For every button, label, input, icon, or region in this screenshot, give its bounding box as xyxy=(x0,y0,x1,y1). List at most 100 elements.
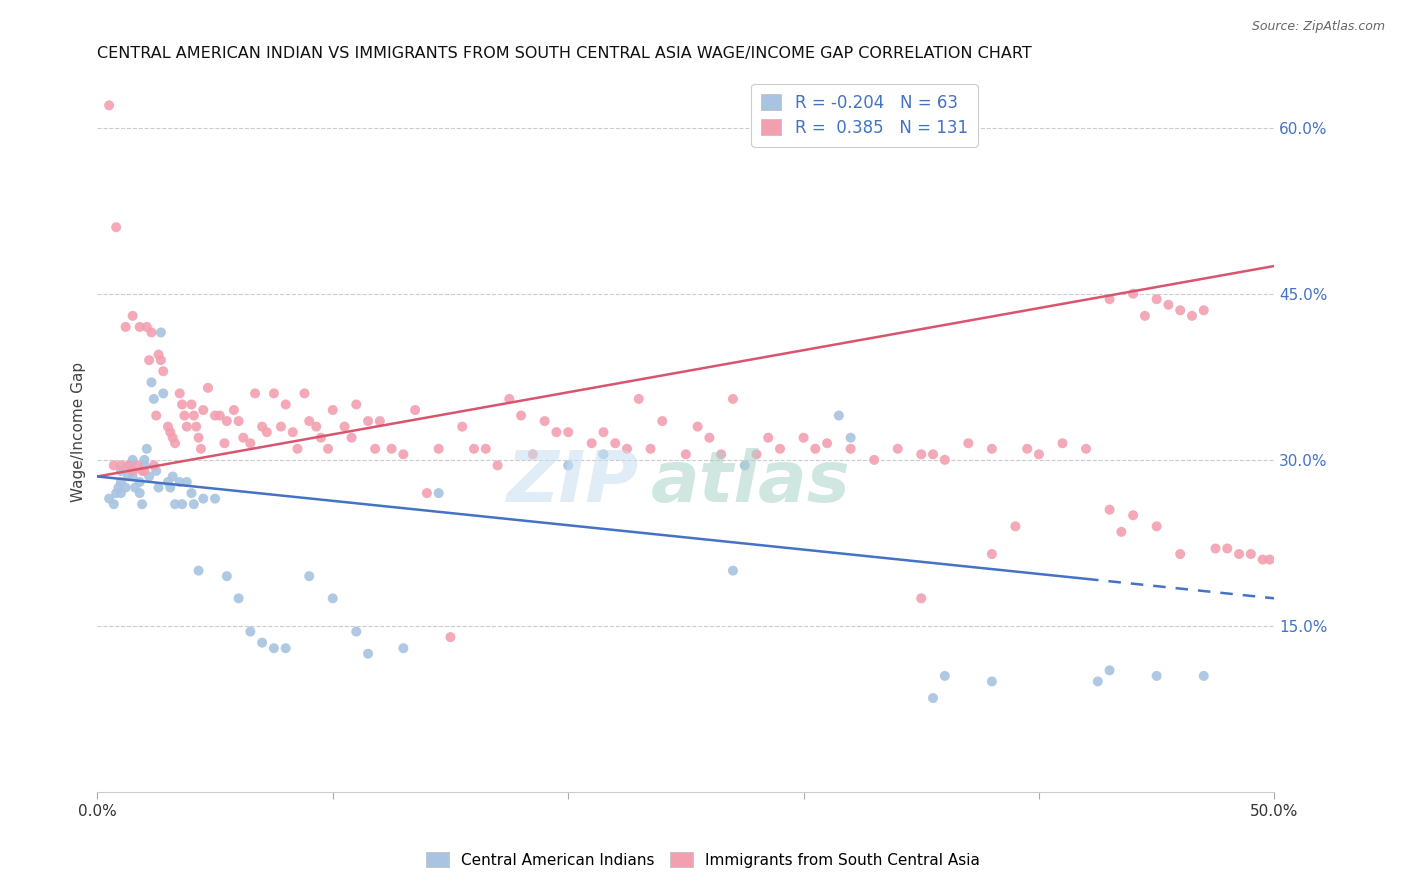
Point xyxy=(263,386,285,401)
Text: ZIP: ZIP xyxy=(506,448,638,517)
Point xyxy=(309,431,332,445)
Point xyxy=(474,442,496,456)
Point xyxy=(322,403,344,417)
Point xyxy=(142,392,165,406)
Point xyxy=(557,425,579,439)
Point xyxy=(381,442,404,456)
Point xyxy=(103,458,125,473)
Point xyxy=(134,464,156,478)
Point xyxy=(1205,541,1227,556)
Point xyxy=(131,497,153,511)
Point xyxy=(640,442,662,456)
Point xyxy=(934,453,956,467)
Point xyxy=(294,386,316,401)
Point xyxy=(159,481,181,495)
Point xyxy=(169,475,191,489)
Point xyxy=(183,409,205,423)
Point xyxy=(828,409,851,423)
Point xyxy=(128,319,150,334)
Point xyxy=(439,630,461,644)
Point xyxy=(152,364,174,378)
Point xyxy=(222,403,245,417)
Point xyxy=(169,386,191,401)
Point xyxy=(333,419,356,434)
Point xyxy=(1258,552,1281,566)
Point xyxy=(1168,547,1191,561)
Point xyxy=(105,486,128,500)
Point xyxy=(721,564,744,578)
Point xyxy=(131,464,153,478)
Point xyxy=(98,98,121,112)
Point xyxy=(710,447,733,461)
Point xyxy=(592,425,614,439)
Point xyxy=(215,414,238,428)
Point xyxy=(368,414,391,428)
Point xyxy=(239,624,262,639)
Point xyxy=(416,486,439,500)
Point xyxy=(127,458,149,473)
Point xyxy=(256,425,278,439)
Point xyxy=(627,392,650,406)
Point xyxy=(145,464,167,478)
Point xyxy=(138,469,160,483)
Point xyxy=(922,447,945,461)
Point xyxy=(1122,508,1144,523)
Point xyxy=(263,641,285,656)
Point xyxy=(1133,309,1156,323)
Point xyxy=(1087,674,1109,689)
Point xyxy=(156,475,179,489)
Point xyxy=(1227,547,1250,561)
Point xyxy=(148,481,170,495)
Point xyxy=(298,414,321,428)
Point xyxy=(605,436,627,450)
Point xyxy=(1004,519,1026,533)
Point xyxy=(159,425,181,439)
Point xyxy=(1157,298,1180,312)
Point xyxy=(110,464,132,478)
Point xyxy=(163,497,186,511)
Point xyxy=(581,436,603,450)
Point xyxy=(215,569,238,583)
Point xyxy=(427,486,450,500)
Point xyxy=(186,419,208,434)
Point xyxy=(134,458,156,473)
Point xyxy=(197,381,219,395)
Point xyxy=(204,491,226,506)
Point xyxy=(1168,303,1191,318)
Point xyxy=(1122,286,1144,301)
Point xyxy=(141,376,163,390)
Point xyxy=(1181,309,1204,323)
Point xyxy=(1074,442,1097,456)
Point xyxy=(404,403,426,417)
Point xyxy=(980,674,1002,689)
Point xyxy=(110,475,132,489)
Point xyxy=(1192,303,1215,318)
Point xyxy=(546,425,568,439)
Point xyxy=(957,436,980,450)
Point xyxy=(392,641,415,656)
Point xyxy=(204,409,226,423)
Point xyxy=(427,442,450,456)
Legend: Central American Indians, Immigrants from South Central Asia: Central American Indians, Immigrants fro… xyxy=(420,846,986,873)
Point xyxy=(120,458,142,473)
Point xyxy=(910,591,932,606)
Point xyxy=(134,453,156,467)
Point xyxy=(745,447,768,461)
Point xyxy=(193,491,215,506)
Point xyxy=(270,419,292,434)
Point xyxy=(1098,292,1121,306)
Point xyxy=(152,386,174,401)
Point xyxy=(1098,664,1121,678)
Point xyxy=(522,447,544,461)
Point xyxy=(128,475,150,489)
Point xyxy=(103,497,125,511)
Point xyxy=(162,469,184,483)
Point xyxy=(228,591,250,606)
Point xyxy=(1098,502,1121,516)
Point xyxy=(322,591,344,606)
Point xyxy=(934,669,956,683)
Point xyxy=(699,431,721,445)
Point xyxy=(110,486,132,500)
Point xyxy=(756,431,779,445)
Point xyxy=(176,475,198,489)
